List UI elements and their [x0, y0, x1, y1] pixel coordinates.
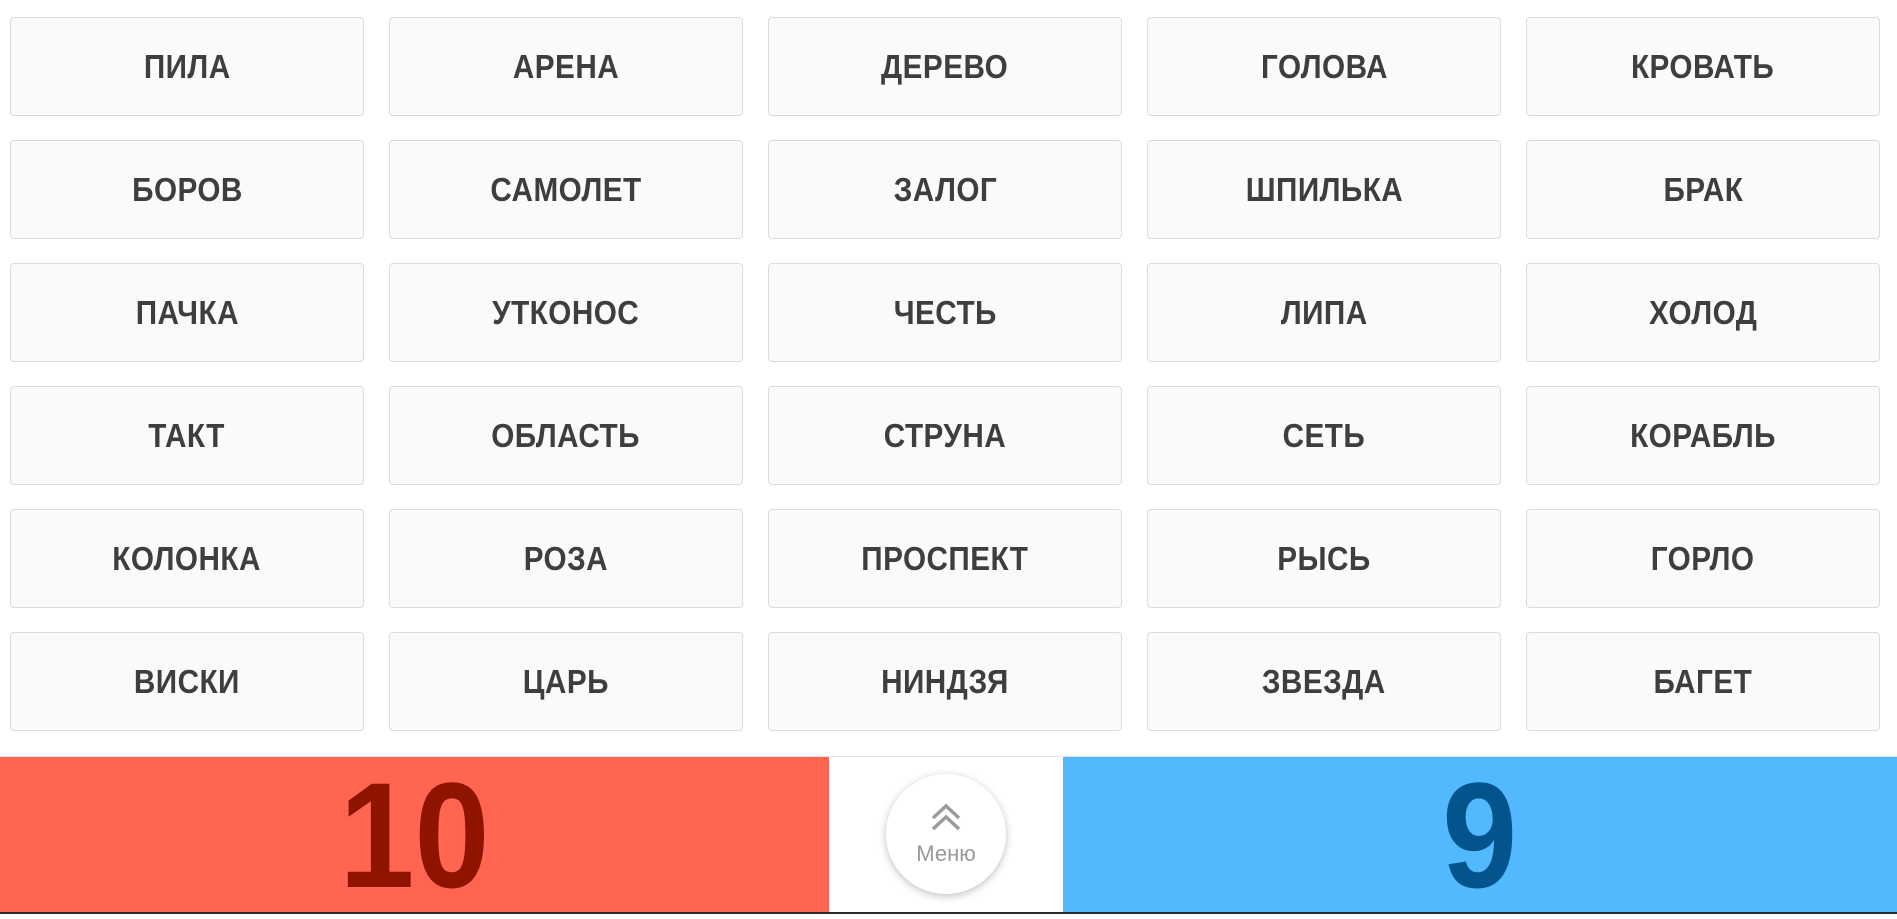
word-label: КОРАБЛЬ — [1630, 416, 1776, 454]
word-label: ГОЛОВА — [1260, 47, 1388, 85]
word-card[interactable]: ТАКТ — [10, 386, 364, 485]
word-card[interactable]: ПИЛА — [10, 17, 364, 116]
word-label: КОЛОНКА — [112, 539, 262, 577]
word-card[interactable]: РОЗА — [389, 509, 743, 608]
word-label: ХОЛОД — [1648, 293, 1758, 331]
word-label: СТРУНА — [883, 416, 1007, 454]
word-label: ВИСКИ — [134, 662, 240, 700]
word-label: ГОРЛО — [1651, 539, 1755, 577]
word-label: РОЗА — [523, 539, 609, 577]
word-card[interactable]: ЗАЛОГ — [768, 140, 1122, 239]
word-card[interactable]: ВИСКИ — [10, 632, 364, 731]
word-label: ЗВЕЗДА — [1262, 662, 1386, 700]
word-card[interactable]: БРАК — [1526, 140, 1880, 239]
red-team-panel: 10 — [0, 757, 829, 913]
word-card[interactable]: НИНДЗЯ — [768, 632, 1122, 731]
word-label: ЦАРЬ — [522, 662, 610, 700]
red-team-score: 10 — [339, 751, 490, 919]
word-card[interactable]: ПРОСПЕКТ — [768, 509, 1122, 608]
word-label: ТАКТ — [148, 416, 226, 454]
word-label: ДЕРЕВО — [881, 47, 1009, 85]
word-label: ЗАЛОГ — [893, 170, 997, 208]
menu-label: Меню — [916, 840, 976, 866]
word-label: РЫСЬ — [1277, 539, 1371, 577]
score-bar: 10 9 Меню — [0, 756, 1897, 913]
word-label: АРЕНА — [512, 47, 620, 85]
menu-button[interactable]: Меню — [886, 774, 1006, 894]
word-card[interactable]: ГОРЛО — [1526, 509, 1880, 608]
word-card[interactable]: БОРОВ — [10, 140, 364, 239]
word-card[interactable]: БАГЕТ — [1526, 632, 1880, 731]
word-card[interactable]: РЫСЬ — [1147, 509, 1501, 608]
word-label: БРАК — [1663, 170, 1743, 208]
double-chevron-up-icon — [929, 802, 963, 837]
word-card[interactable]: САМОЛЕТ — [389, 140, 743, 239]
word-label: БОРОВ — [131, 170, 243, 208]
word-card[interactable]: ЗВЕЗДА — [1147, 632, 1501, 731]
blue-team-score: 9 — [1442, 751, 1518, 919]
word-label: ОБЛАСТЬ — [491, 416, 641, 454]
word-card[interactable]: ГОЛОВА — [1147, 17, 1501, 116]
word-label: БАГЕТ — [1653, 662, 1753, 700]
word-label: НИНДЗЯ — [881, 662, 1009, 700]
word-card[interactable]: ЛИПА — [1147, 263, 1501, 362]
word-label: САМОЛЕТ — [490, 170, 642, 208]
word-card[interactable]: СТРУНА — [768, 386, 1122, 485]
bottom-strip — [0, 912, 1897, 914]
word-card[interactable]: АРЕНА — [389, 17, 743, 116]
word-label: ЛИПА — [1280, 293, 1368, 331]
word-card[interactable]: ОБЛАСТЬ — [389, 386, 743, 485]
word-card[interactable]: КРОВАТЬ — [1526, 17, 1880, 116]
word-label: КРОВАТЬ — [1631, 47, 1775, 85]
word-label: УТКОНОС — [492, 293, 640, 331]
word-label: СЕТЬ — [1282, 416, 1366, 454]
word-card[interactable]: КОРАБЛЬ — [1526, 386, 1880, 485]
word-label: ШПИЛЬКА — [1245, 170, 1403, 208]
word-card[interactable]: СЕТЬ — [1147, 386, 1501, 485]
blue-team-panel: 9 — [1063, 757, 1897, 913]
word-card[interactable]: ШПИЛЬКА — [1147, 140, 1501, 239]
word-label: ПРОСПЕКТ — [861, 539, 1029, 577]
word-card[interactable]: ЦАРЬ — [389, 632, 743, 731]
word-label: ПИЛА — [143, 47, 231, 85]
word-card[interactable]: УТКОНОС — [389, 263, 743, 362]
word-card[interactable]: ПАЧКА — [10, 263, 364, 362]
word-card[interactable]: ХОЛОД — [1526, 263, 1880, 362]
word-card[interactable]: КОЛОНКА — [10, 509, 364, 608]
word-label: ЧЕСТЬ — [893, 293, 997, 331]
word-label: ПАЧКА — [135, 293, 239, 331]
word-card[interactable]: ЧЕСТЬ — [768, 263, 1122, 362]
word-card[interactable]: ДЕРЕВО — [768, 17, 1122, 116]
word-grid: ПИЛА АРЕНА ДЕРЕВО ГОЛОВА КРОВАТЬ БОРОВ САМОЛЕТ… — [10, 17, 1880, 731]
